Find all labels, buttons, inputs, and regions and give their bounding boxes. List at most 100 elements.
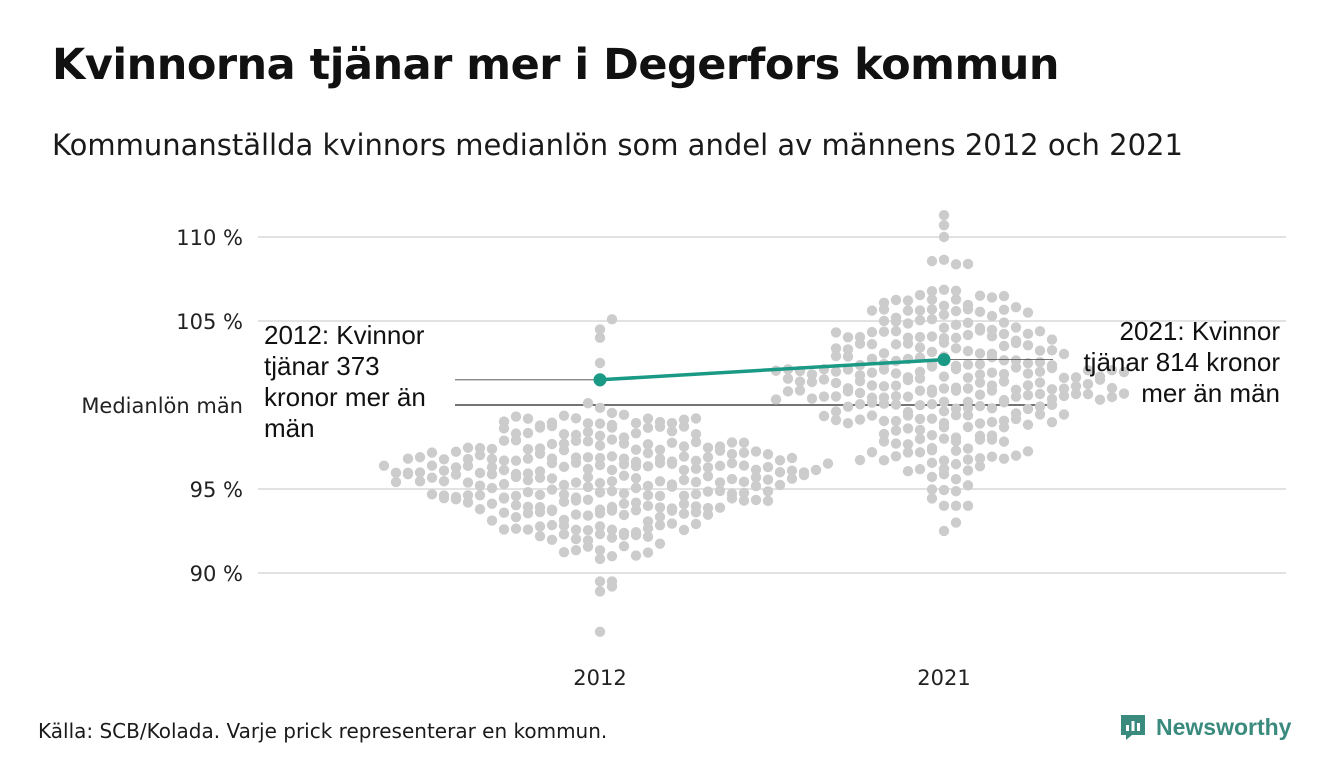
municipality-dot bbox=[1058, 372, 1070, 384]
municipality-dot bbox=[666, 456, 678, 467]
municipality-dot bbox=[642, 547, 654, 558]
municipality-dot bbox=[950, 410, 962, 421]
municipality-dot bbox=[1034, 401, 1046, 412]
municipality-dot bbox=[558, 514, 570, 526]
municipality-dot bbox=[974, 389, 986, 400]
municipality-dot bbox=[890, 316, 902, 327]
municipality-dot bbox=[950, 259, 962, 270]
municipality-dot bbox=[830, 327, 842, 338]
municipality-dot bbox=[678, 474, 690, 486]
municipality-dot bbox=[1106, 364, 1118, 376]
municipality-dot bbox=[902, 466, 914, 477]
municipality-dot bbox=[558, 529, 570, 540]
highlight-layer bbox=[455, 353, 1053, 387]
municipality-dot bbox=[738, 476, 750, 488]
municipality-dot bbox=[438, 465, 450, 476]
municipality-dot bbox=[1010, 355, 1022, 366]
municipality-dot bbox=[866, 410, 878, 421]
municipality-dot bbox=[630, 529, 642, 541]
municipality-dot bbox=[618, 470, 630, 481]
municipality-dot bbox=[998, 304, 1010, 315]
municipality-dot bbox=[534, 521, 546, 532]
municipality-dot bbox=[690, 463, 702, 475]
municipality-dot bbox=[1022, 357, 1034, 369]
municipality-dot bbox=[1046, 345, 1058, 356]
municipality-dot bbox=[902, 318, 914, 329]
municipality-dot bbox=[926, 387, 938, 398]
municipality-dot bbox=[1034, 377, 1046, 388]
municipality-dot bbox=[866, 305, 878, 316]
municipality-dot bbox=[714, 477, 726, 488]
municipality-dot bbox=[854, 387, 866, 399]
municipality-dot bbox=[774, 455, 786, 466]
municipality-dot bbox=[938, 322, 950, 334]
municipality-dot bbox=[1070, 388, 1082, 400]
municipality-dot bbox=[762, 486, 774, 497]
municipality-dot bbox=[1106, 391, 1118, 403]
municipality-dot bbox=[998, 376, 1010, 387]
municipality-dot bbox=[630, 456, 642, 468]
municipality-dot bbox=[950, 360, 962, 372]
municipality-dot bbox=[842, 351, 854, 362]
municipality-dot bbox=[1010, 335, 1022, 346]
municipality-dot bbox=[486, 469, 498, 480]
municipality-dot bbox=[866, 392, 878, 403]
municipality-dot bbox=[714, 485, 726, 497]
municipality-dot bbox=[546, 438, 558, 450]
municipality-dot bbox=[558, 461, 570, 473]
municipality-dot bbox=[962, 299, 974, 311]
municipality-dot bbox=[582, 452, 594, 463]
municipality-dot bbox=[450, 469, 462, 480]
municipality-dot bbox=[618, 509, 630, 521]
municipality-dot bbox=[830, 391, 842, 402]
municipality-dot bbox=[630, 428, 642, 439]
municipality-dot bbox=[630, 550, 642, 561]
municipality-dot bbox=[998, 422, 1010, 433]
municipality-dot bbox=[1022, 307, 1034, 318]
municipality-dot bbox=[962, 500, 974, 511]
municipality-dot bbox=[962, 465, 974, 476]
municipality-dot bbox=[878, 315, 890, 327]
municipality-dot bbox=[914, 305, 926, 316]
municipality-dot bbox=[642, 422, 654, 434]
municipality-dot bbox=[594, 553, 606, 565]
municipality-dot bbox=[962, 383, 974, 394]
municipality-dot bbox=[582, 463, 594, 475]
municipality-dot bbox=[854, 398, 866, 410]
municipality-dot bbox=[462, 490, 474, 501]
x-tick-label: 2021 bbox=[917, 666, 970, 690]
municipality-dot bbox=[926, 471, 938, 483]
municipality-dot bbox=[950, 473, 962, 485]
municipality-dot bbox=[462, 497, 474, 508]
municipality-dot bbox=[594, 418, 606, 429]
municipality-dot bbox=[438, 454, 450, 465]
municipality-dot bbox=[714, 460, 726, 472]
municipality-dot bbox=[1094, 374, 1106, 385]
municipality-dot bbox=[950, 517, 962, 528]
municipality-dot bbox=[750, 480, 762, 492]
municipality-dot bbox=[738, 437, 750, 448]
municipality-dot bbox=[902, 295, 914, 306]
municipality-dot bbox=[642, 413, 654, 424]
municipality-dot bbox=[1070, 381, 1082, 392]
municipality-dot bbox=[1082, 388, 1094, 400]
municipality-dot bbox=[1058, 409, 1070, 420]
municipality-dot bbox=[842, 401, 854, 412]
municipality-dot bbox=[986, 403, 998, 414]
municipality-dot bbox=[402, 467, 414, 478]
municipality-dot bbox=[914, 289, 926, 301]
municipality-dot bbox=[558, 428, 570, 440]
municipality-dot bbox=[998, 290, 1010, 302]
municipality-dot bbox=[690, 518, 702, 530]
municipality-dot bbox=[938, 383, 950, 394]
municipality-dot bbox=[558, 479, 570, 491]
municipality-dot bbox=[866, 367, 878, 378]
municipality-dot bbox=[938, 332, 950, 344]
municipality-dot bbox=[962, 480, 974, 491]
municipality-dot bbox=[630, 473, 642, 484]
municipality-dot bbox=[594, 452, 606, 464]
municipality-dot bbox=[606, 314, 618, 325]
municipality-dot bbox=[926, 294, 938, 305]
municipality-dot bbox=[854, 454, 866, 466]
municipality-dot bbox=[962, 454, 974, 465]
